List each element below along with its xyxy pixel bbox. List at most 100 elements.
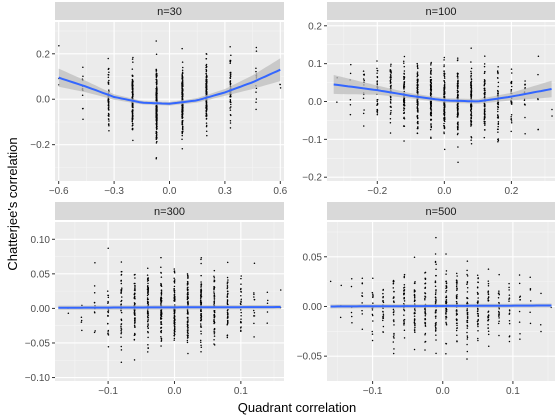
data-point [120, 323, 123, 325]
data-point [389, 85, 392, 88]
data-point [205, 102, 208, 105]
data-point [361, 309, 363, 312]
data-point [403, 309, 406, 312]
data-point [181, 126, 184, 129]
data-point [349, 99, 352, 101]
data-point [443, 91, 446, 93]
data-point [508, 300, 510, 302]
data-point [466, 335, 469, 337]
data-point [510, 118, 512, 120]
data-point [470, 91, 473, 94]
data-point [108, 106, 110, 108]
data-point [529, 311, 531, 314]
data-point [147, 289, 150, 291]
data-point [466, 308, 468, 310]
data-point [199, 323, 202, 325]
data-point [200, 315, 203, 318]
data-point [336, 101, 338, 103]
data-point [403, 85, 406, 88]
data-point [430, 61, 432, 64]
data-point [470, 93, 473, 95]
data-point [508, 322, 511, 325]
data-point [173, 337, 176, 340]
data-point [240, 283, 242, 285]
data-point [155, 40, 157, 42]
data-point [206, 81, 208, 83]
data-point [107, 104, 110, 107]
data-point [466, 313, 469, 316]
x-tick-label: −0.2 [367, 186, 387, 197]
data-point [133, 296, 136, 299]
data-point [424, 324, 427, 326]
data-point [455, 309, 458, 311]
data-point [389, 101, 392, 103]
data-point [240, 290, 242, 293]
data-point [443, 72, 446, 75]
data-point [417, 102, 419, 105]
data-point [456, 106, 459, 109]
data-point [498, 290, 500, 292]
data-point [498, 334, 500, 337]
data-point [456, 87, 459, 90]
data-point [134, 312, 136, 314]
data-point [213, 291, 215, 293]
data-point [483, 72, 486, 75]
data-point [434, 326, 437, 329]
data-point [350, 315, 353, 318]
data-point [131, 95, 134, 98]
data-point [376, 76, 379, 79]
data-point [484, 80, 486, 83]
data-point [477, 329, 479, 332]
data-point [160, 314, 162, 317]
data-point [146, 315, 149, 317]
data-point [120, 332, 122, 335]
data-point [94, 330, 96, 332]
data-point [93, 311, 96, 313]
data-point [430, 82, 432, 84]
data-point [487, 333, 490, 336]
data-point [430, 71, 432, 74]
data-point [403, 82, 406, 84]
data-point [376, 98, 379, 101]
data-point [226, 336, 229, 339]
data-point [206, 134, 208, 137]
data-point [361, 277, 364, 279]
data-point [200, 326, 203, 328]
data-point [213, 318, 215, 321]
data-point [107, 81, 110, 83]
data-point [173, 291, 176, 294]
data-point [146, 301, 149, 303]
data-point [435, 274, 437, 277]
data-point [147, 319, 150, 321]
data-point [181, 116, 184, 119]
data-point [255, 108, 257, 111]
facet-strip-label: n=500 [426, 206, 457, 218]
data-point [181, 134, 183, 137]
data-point [382, 315, 385, 317]
data-point [430, 124, 432, 126]
data-point [403, 286, 406, 289]
data-point [226, 290, 229, 293]
data-point [107, 118, 110, 120]
data-point [133, 322, 136, 324]
data-point [518, 310, 521, 313]
data-point [350, 285, 353, 288]
data-point [403, 284, 406, 286]
data-point [132, 139, 134, 142]
x-tick-label: −0.6 [49, 186, 69, 197]
data-point [435, 334, 437, 336]
data-point [134, 289, 136, 292]
data-point [430, 126, 433, 129]
data-point [362, 78, 365, 80]
data-point [414, 312, 416, 314]
data-point [133, 324, 136, 326]
data-point [443, 132, 445, 135]
data-point [443, 59, 445, 61]
data-point [424, 341, 426, 343]
data-point [132, 61, 134, 63]
data-point [134, 286, 136, 288]
data-point [93, 285, 96, 287]
data-point [403, 72, 405, 75]
data-point [156, 126, 158, 128]
data-point [443, 77, 446, 79]
